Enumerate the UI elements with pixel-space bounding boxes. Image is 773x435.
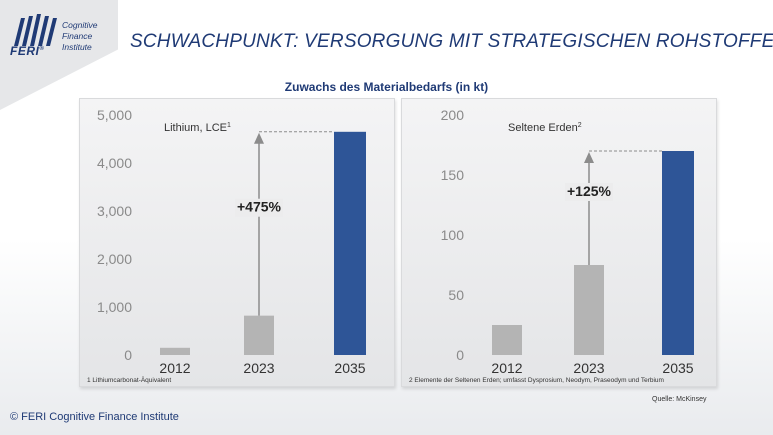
chart-series-label: Seltene Erden2 <box>508 122 582 134</box>
y-tick-label: 50 <box>448 287 464 303</box>
y-tick-label: 1,000 <box>97 299 132 315</box>
bar-2012 <box>160 347 190 355</box>
rare-earths-chart-panel: 0 50 100 150 200 2012 2023 2035 +125% Seltene Erd… <box>401 98 717 387</box>
growth-arrow-head <box>584 152 594 163</box>
lithium-chart: 0 1,000 2,000 3,000 4,000 5,000 2012 2023 2035 +4… <box>97 107 366 376</box>
x-tick-label: 2012 <box>491 360 522 376</box>
growth-label-background <box>565 183 613 201</box>
y-tick-label: 100 <box>441 227 465 243</box>
chart-heading: Zuwachs des Materialbedarfs (in kt) <box>284 80 489 94</box>
logo-stripes-icon <box>14 14 57 46</box>
lithium-chart-panel: 0 1,000 2,000 3,000 4,000 5,000 2012 2023 2035 +4… <box>79 98 395 387</box>
bar-2023 <box>244 315 274 355</box>
y-tick-label: 3,000 <box>97 203 132 219</box>
chart-series-label: Lithium, LCE1 <box>164 122 231 134</box>
rare-earths-chart: 0 50 100 150 200 2012 2023 2035 +125% Seltene Erd… <box>441 107 694 376</box>
bar-2012 <box>492 325 522 355</box>
y-tick-label: 200 <box>441 107 465 123</box>
bar-2035 <box>334 131 366 355</box>
y-tick-label: 5,000 <box>97 107 132 123</box>
y-tick-label: 0 <box>456 347 464 363</box>
y-tick-label: 4,000 <box>97 155 132 171</box>
x-tick-label: 2035 <box>662 360 693 376</box>
slide-title: SCHWACHPUNKT: VERSORGUNG MIT STRATEGISCH… <box>130 31 773 52</box>
x-tick-label: 2035 <box>334 360 365 376</box>
x-tick-label: 2023 <box>243 360 274 376</box>
growth-label: +475% <box>237 199 282 215</box>
lithium-footnote: 1 Lithiumcarbonat-Äquivalent <box>87 377 172 384</box>
rare-earths-footnote: 2 Elemente der Seltenen Erden; umfasst D… <box>409 377 664 384</box>
y-tick-label: 150 <box>441 167 465 183</box>
x-tick-label: 2012 <box>159 360 190 376</box>
feri-logo: FERI® Cognitive Finance Institute <box>8 10 118 70</box>
copyright: © FERI Cognitive Finance Institute <box>10 411 179 423</box>
source-note: Quelle: McKinsey <box>652 396 707 403</box>
logo-subtitle: Cognitive Finance Institute <box>62 20 98 52</box>
bar-2035 <box>662 151 694 355</box>
x-tick-label: 2023 <box>573 360 604 376</box>
growth-label: +125% <box>567 183 612 199</box>
y-tick-label: 2,000 <box>97 251 132 267</box>
bar-2023 <box>574 265 604 355</box>
growth-arrow-head <box>254 132 264 144</box>
logo-brand: FERI® <box>10 44 45 58</box>
y-tick-label: 0 <box>124 347 132 363</box>
growth-label-background <box>235 198 283 217</box>
